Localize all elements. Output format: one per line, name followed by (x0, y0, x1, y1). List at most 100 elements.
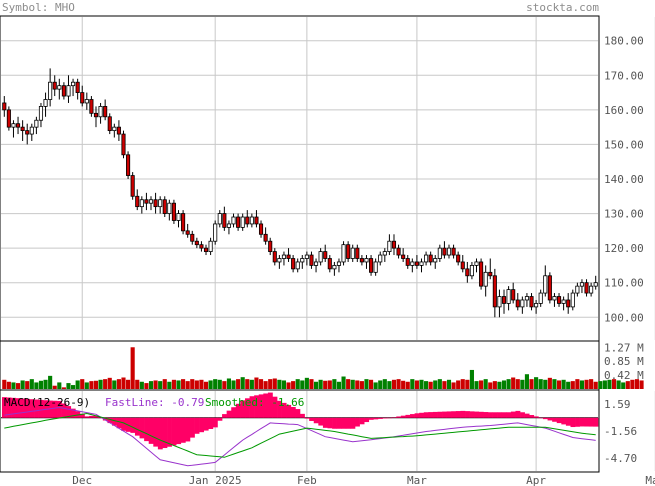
volume-bar (272, 378, 277, 389)
macd-tick-label: 1.59 (604, 398, 631, 411)
macd-hist-bar (483, 412, 489, 418)
macd-hist-bar (290, 406, 296, 418)
volume-bar (630, 379, 635, 389)
volume-bar (520, 379, 525, 389)
candle-body (589, 285, 594, 294)
volume-bar (158, 381, 163, 389)
candle-body (135, 195, 140, 208)
price-tick-label: 170.00 (604, 69, 644, 82)
volume-bar (497, 381, 502, 389)
macd-hist-bar (116, 417, 122, 429)
candle-body (222, 213, 227, 228)
candle-body (116, 126, 121, 135)
volume-bar (373, 382, 378, 389)
volume-bar (634, 379, 640, 389)
site-label[interactable]: stockta.com (526, 1, 599, 14)
macd-hist-bar (387, 417, 392, 419)
volume-bar (506, 379, 511, 389)
volume-bar (401, 380, 406, 389)
macd-hist-bar (263, 393, 269, 418)
candle-body (194, 240, 199, 246)
macd-hist-bar (506, 412, 512, 418)
volume-bar (61, 387, 66, 389)
volume-bar (346, 379, 351, 389)
volume-bar (552, 379, 557, 389)
volume-bar (566, 381, 571, 389)
candle-body (552, 296, 557, 301)
volume-bar (579, 380, 585, 389)
volume-bar (364, 379, 369, 389)
candle-body (437, 247, 442, 259)
macd-hist-bar (167, 417, 172, 447)
candle-body (570, 292, 575, 308)
macd-hist-bar (6, 397, 12, 418)
macd-hist-bar (497, 412, 503, 418)
volume-bar (139, 381, 144, 389)
candle-body (465, 268, 470, 277)
volume-bar (112, 380, 117, 389)
candle-body (318, 251, 323, 263)
volume-bar (240, 377, 245, 389)
volume-bar (167, 381, 172, 389)
axis-labels: Dec Jan 2025 Feb Mar Apr May 180.00 170.00 160.0… (72, 35, 655, 486)
volume-bar (144, 383, 149, 389)
macd-hist-bar (176, 417, 182, 445)
macd-hist-bar (34, 399, 39, 418)
volume-bar (378, 380, 383, 389)
volume-bar (446, 379, 452, 389)
volume-bar (199, 379, 204, 389)
price-tick-label: 130.00 (604, 208, 644, 221)
volume-bar (391, 379, 397, 389)
macd-hist-bar (254, 395, 260, 418)
macd-hist-bar (208, 417, 214, 429)
volume-bar (208, 380, 213, 389)
candle-body (249, 216, 254, 225)
volume-bar (534, 377, 539, 389)
macd-hist-bar (542, 417, 548, 420)
candle-body (162, 199, 167, 214)
candle-body (474, 261, 479, 266)
candle-body (309, 254, 314, 266)
candle-body (295, 261, 300, 270)
volume-bar (474, 381, 479, 389)
candle-body (43, 99, 48, 107)
macd-hist-bar (515, 410, 521, 418)
candle-body (479, 261, 484, 287)
volume-bar (368, 379, 374, 389)
volume-bar (465, 379, 470, 389)
volume-bar (20, 380, 25, 389)
candle-body (433, 258, 438, 263)
candle-body (121, 133, 126, 156)
macd-hist-bar (157, 417, 163, 450)
macd-hist-bar (322, 417, 328, 428)
candle-body (396, 247, 401, 256)
volume-bar (222, 381, 227, 389)
macd-hist-bar (432, 411, 438, 418)
volume-bar (396, 379, 401, 389)
candle-body (492, 275, 497, 308)
macd-hist-bar (24, 398, 30, 418)
macd-hist-bar (423, 412, 429, 418)
macd-hist-bar (451, 411, 457, 418)
macd-hist-bar (391, 417, 397, 418)
price-tick-label: 100.00 (604, 311, 644, 324)
volume-bar (263, 381, 268, 389)
macd-hist-bar (199, 417, 205, 433)
candle-body (529, 296, 534, 308)
macd-hist-bar (414, 413, 420, 418)
volume-bar (437, 379, 442, 389)
volume-bar (11, 382, 16, 389)
volume-bar (116, 379, 121, 389)
volume-bar (162, 379, 167, 389)
grid-lines (1, 17, 655, 471)
volume-bars (2, 347, 644, 389)
macd-hist-bar (492, 412, 498, 418)
volume-bar (15, 383, 21, 389)
volume-bar (171, 379, 176, 389)
volume-bar (226, 378, 232, 389)
candle-body (579, 282, 585, 287)
candle-body (217, 213, 222, 225)
candle-body (488, 271, 493, 277)
macd-hist-bar (185, 417, 191, 442)
macd-hist-bar (231, 407, 237, 418)
